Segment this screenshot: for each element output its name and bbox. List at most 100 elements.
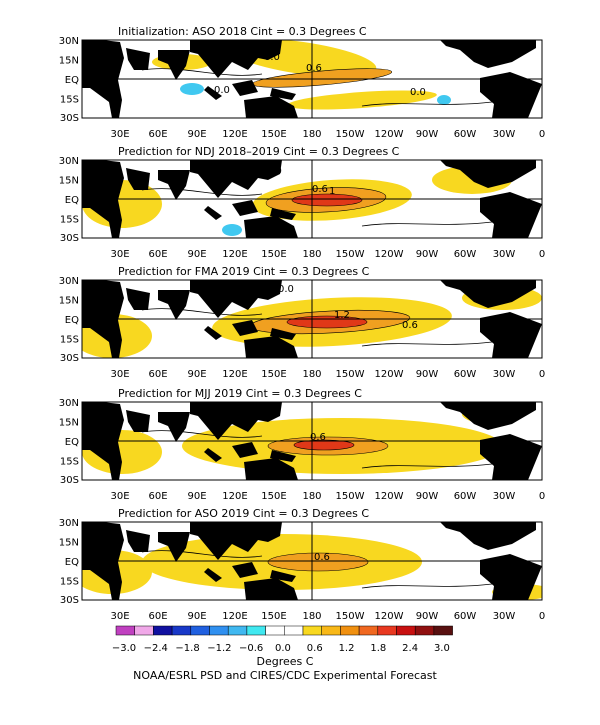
lon-label: 150W	[336, 491, 365, 502]
colorbar-swatch	[433, 625, 453, 636]
colorbar-swatch	[321, 625, 341, 636]
map-field	[82, 40, 542, 118]
lon-label: 30W	[493, 611, 516, 622]
colorbar: −3.0 −2.4 −1.8 −1.2 −0.6 0.0 0.6 1.2 1.8 2.4 3.0 De…	[112, 625, 453, 668]
colorbar-swatch	[302, 625, 322, 636]
lat-label: EQ	[65, 557, 79, 568]
lon-label: 30W	[493, 129, 516, 140]
colorbar-tick-label: 2.4	[402, 643, 418, 654]
lon-label: 150W	[336, 129, 365, 140]
lat-label: 15N	[59, 418, 79, 429]
colorbar-swatch	[358, 625, 379, 636]
lat-label: EQ	[65, 315, 79, 326]
colorbar-tick-label: 3.0	[434, 643, 450, 654]
lon-label: 120E	[222, 491, 247, 502]
lon-label: 30E	[110, 611, 129, 622]
lat-label: 30N	[59, 276, 79, 287]
lon-label: 90W	[416, 129, 439, 140]
lon-label: 180	[302, 129, 321, 140]
lat-label: EQ	[65, 437, 79, 448]
lon-label: 0	[539, 249, 545, 260]
lat-label: 30S	[60, 595, 79, 606]
map-panel: 0.6 Prediction for MJJ 2019 Cint = 0.3 De…	[59, 387, 545, 502]
colorbar-swatch	[227, 625, 248, 636]
lon-label: 150E	[261, 611, 286, 622]
lon-label: 180	[302, 369, 321, 380]
contour-label: 0.6	[314, 552, 330, 563]
lon-label: 150W	[336, 249, 365, 260]
lat-label: 15S	[60, 215, 79, 226]
colorbar-swatch	[396, 625, 416, 636]
colorbar-unit-label: Degrees C	[257, 655, 314, 668]
lat-label: 30N	[59, 156, 79, 167]
lon-label: 0	[539, 369, 545, 380]
lon-label: 90E	[187, 129, 206, 140]
colorbar-tick-label: −1.8	[175, 643, 199, 654]
lat-label: 15N	[59, 56, 79, 67]
lon-label: 60E	[148, 369, 167, 380]
colorbar-swatch	[190, 625, 210, 636]
cool-anomaly	[437, 95, 451, 105]
colorbar-tick-label: −1.2	[207, 643, 231, 654]
map-field	[82, 522, 542, 600]
warm-anomaly-strong	[267, 552, 369, 572]
contour-label: 0.6	[310, 432, 326, 443]
lon-label: 30E	[110, 249, 129, 260]
lon-label: 60W	[454, 129, 477, 140]
lon-label: 30E	[110, 369, 129, 380]
warm-anomaly-core	[293, 439, 355, 451]
contour-label: 0.0	[278, 284, 294, 295]
warm-anomaly	[287, 90, 437, 110]
colorbar-swatch	[377, 625, 397, 636]
map-frame	[81, 279, 543, 359]
lon-label: 30E	[110, 129, 129, 140]
lon-label: 90W	[416, 491, 439, 502]
warm-anomaly-core	[291, 193, 363, 207]
lon-label: 120W	[375, 491, 404, 502]
lon-label: 150E	[261, 491, 286, 502]
lon-label: 90W	[416, 369, 439, 380]
lat-label: EQ	[65, 75, 79, 86]
lon-label: 120W	[375, 129, 404, 140]
lon-label: 120E	[222, 611, 247, 622]
lon-label: 120W	[375, 611, 404, 622]
panel-title: Prediction for NDJ 2018–2019 Cint = 0.3 …	[118, 145, 400, 158]
contour-label: 0.0	[214, 85, 230, 96]
lon-label: 60W	[454, 491, 477, 502]
lon-label: 90W	[416, 611, 439, 622]
lon-label: 180	[302, 249, 321, 260]
lon-label: 60E	[148, 249, 167, 260]
lon-label: 120W	[375, 369, 404, 380]
contour-label: 0.6	[402, 320, 418, 331]
lon-label: 60E	[148, 611, 167, 622]
panel-title: Initialization: ASO 2018 Cint = 0.3 Degr…	[118, 25, 367, 38]
lon-label: 150W	[336, 369, 365, 380]
lon-label: 120E	[222, 369, 247, 380]
lat-label: 15N	[59, 176, 79, 187]
lon-label: 0	[539, 611, 545, 622]
colorbar-tick-label: 0.6	[307, 643, 323, 654]
lon-label: 90E	[187, 249, 206, 260]
lat-label: EQ	[65, 195, 79, 206]
lat-label: 30N	[59, 518, 79, 529]
map-field	[82, 160, 542, 238]
colorbar-swatch	[265, 625, 285, 636]
colorbar-tick-label: 1.2	[339, 643, 355, 654]
lon-label: 90W	[416, 249, 439, 260]
lat-label: 30S	[60, 113, 79, 124]
lon-label: 30E	[110, 491, 129, 502]
colorbar-tick-label: −0.6	[239, 643, 263, 654]
map-panel: 0.0 0.6 0.0 0.0 Initialization: ASO 2018 Cin…	[59, 25, 545, 140]
lon-label: 30W	[493, 369, 516, 380]
lat-label: 30S	[60, 353, 79, 364]
lon-label: 60W	[454, 611, 477, 622]
lon-label: 180	[302, 491, 321, 502]
panel-title: Prediction for MJJ 2019 Cint = 0.3 Degre…	[118, 387, 362, 400]
colorbar-swatch	[246, 625, 266, 636]
colorbar-tick-label: 1.8	[370, 643, 386, 654]
zero-contour	[141, 68, 493, 107]
lon-label: 60E	[148, 491, 167, 502]
lat-label: 15S	[60, 95, 79, 106]
colorbar-tick-label: −3.0	[112, 643, 136, 654]
